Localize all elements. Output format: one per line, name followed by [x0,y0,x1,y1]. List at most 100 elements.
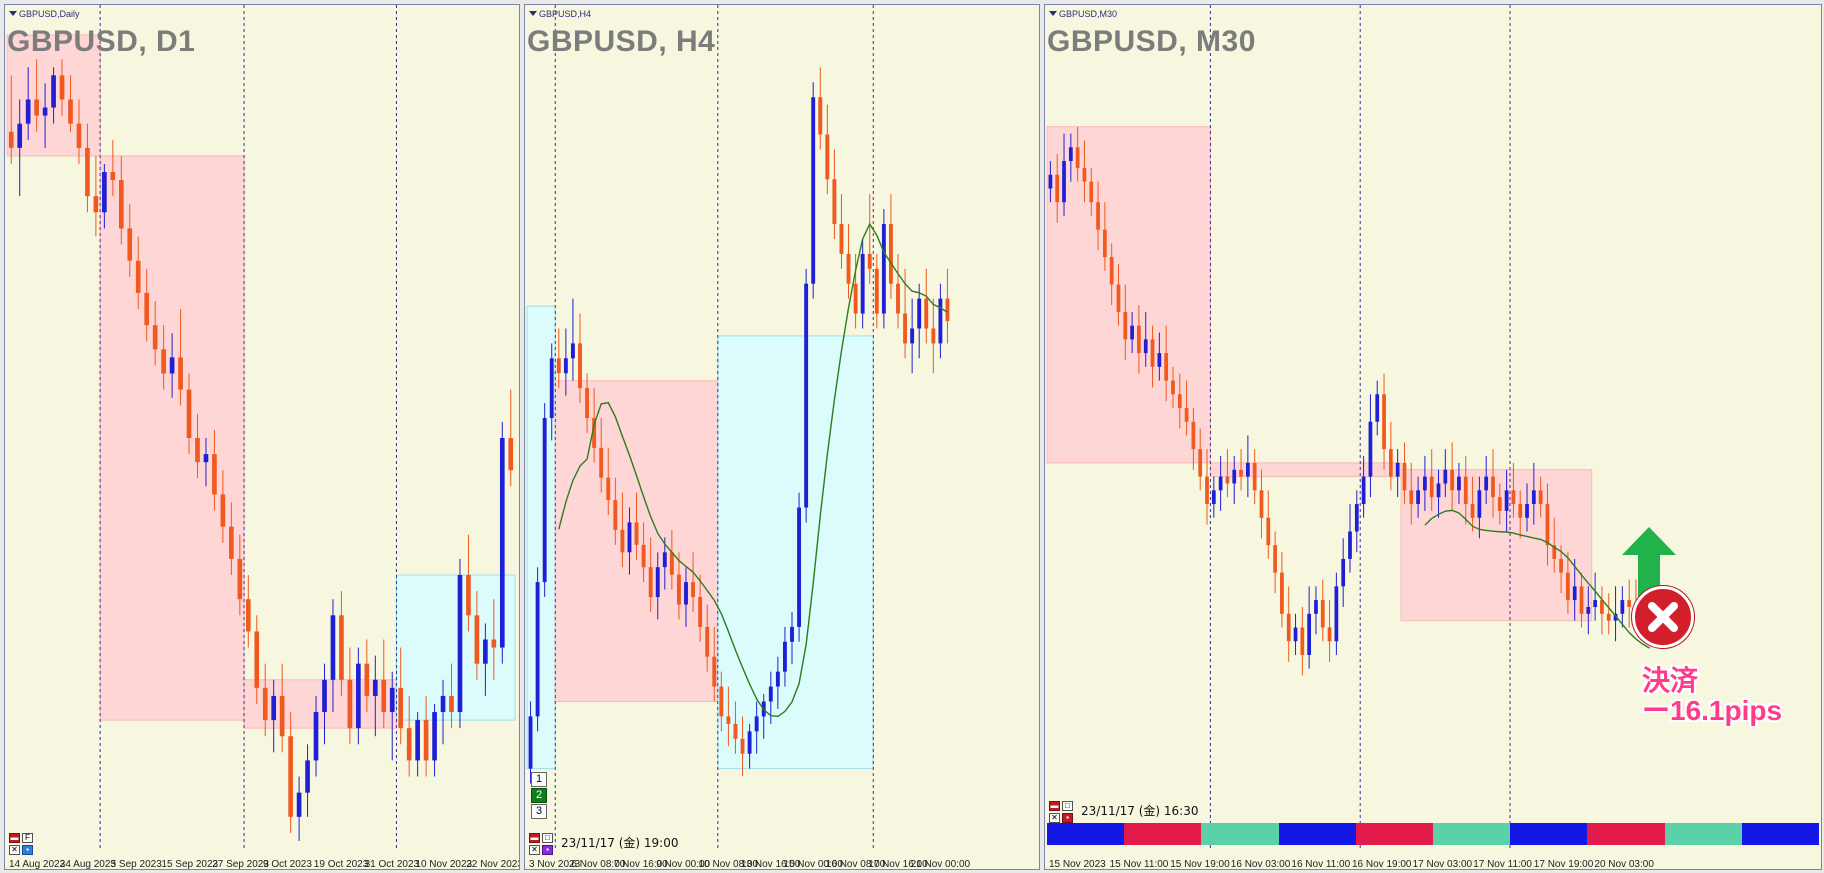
candle-bear [1171,380,1175,395]
chart-menu-arrow-icon[interactable] [9,11,17,16]
close-position-x-icon [1632,586,1694,648]
candle-bear [1545,504,1550,546]
cursor-timestamp: 23/11/17 (金) 19:00 [561,836,679,850]
x-axis-label: 10 Nov 08:00 [699,859,759,870]
session-block [1510,823,1588,845]
x-axis-label: 13 Nov 16:00 [741,859,801,870]
candle-bull [655,567,660,598]
candle-bull [102,172,107,213]
candle-bear [945,298,950,322]
candle-bull [662,552,667,568]
x-axis-label: 31 Oct 2023 [365,859,420,870]
buy-arrow-icon [1622,527,1676,597]
candle-bear [1116,284,1121,312]
candle-bear [924,298,929,329]
minimize-icon[interactable]: ▬ [9,833,20,843]
candle-bear [818,97,823,135]
chart-panel-daily[interactable]: 14 Aug 2023 24 Aug 2023 5 Sep 2023 15 Sep 2… [4,4,520,870]
candle-bear [1606,613,1611,621]
settlement-pips: ー16.1pips [1642,695,1783,726]
chart-symbol-label: GBPUSD,M30 [1059,9,1118,19]
close-chart-icon[interactable]: ✕ [9,845,20,855]
close-chart-icon[interactable]: ✕ [1049,813,1060,823]
candle-bear [1266,517,1271,546]
chart-menu-arrow-icon[interactable] [529,11,537,16]
candle-bear [491,639,497,648]
candle-bull [1572,586,1577,601]
settings-icon[interactable]: ▪ [22,845,33,855]
candle-bear [578,343,582,389]
maximize-icon[interactable]: □ [542,833,553,843]
close-chart-icon[interactable]: ✕ [529,845,540,855]
candle-bull [1218,476,1223,491]
candle-bull [1361,476,1366,505]
zone-rect-pink [1209,462,1402,478]
candle-bear [161,349,166,374]
candle-bull [1484,476,1489,491]
candle-bear [676,574,681,605]
chart-panel-h4[interactable]: 3 Nov 2023 6 Nov 08:00 7 Nov 16:00 9 Nov 00… [524,4,1040,870]
candle-bear [220,494,226,527]
candle-bear [1252,462,1257,491]
x-axis-label: 24 Aug 2023 [60,859,117,870]
candle-bull [1457,476,1461,491]
session-block [1201,823,1279,845]
candle-bear [1280,572,1284,614]
timeframe-button-3[interactable]: 3 [531,804,547,819]
candle-bear [34,99,39,116]
candle-bear [1600,600,1604,614]
candle-bear [592,418,597,448]
candle-bear [1137,325,1141,354]
candle-bull [51,75,56,108]
candle-bull [203,454,209,463]
candle-bear [449,695,454,713]
candle-bull [1395,462,1400,477]
candle-bull [938,298,943,344]
candle-bull [440,695,446,713]
candle-bull [389,687,395,713]
candle-bear [740,738,745,754]
candle-bear [1177,394,1182,408]
candle-bull [1143,339,1148,354]
candle-bear [237,558,243,600]
candle-bull [775,671,780,687]
timeframe-button-1[interactable]: 1 [531,772,547,787]
candle-bear [705,626,710,657]
candle-bear [110,172,116,181]
price-chart-m30[interactable]: 15 Nov 2023 15 Nov 11:00 15 Nov 19:00 16 No… [1045,5,1822,870]
candle-bull [1048,174,1053,189]
candle-bull [1504,490,1509,511]
candle-bear [1109,257,1114,285]
minimize-icon[interactable]: ▬ [529,833,540,843]
candle-bear [1409,490,1414,505]
candle-bear [726,716,731,724]
candle-bear [1082,167,1087,182]
zone-rect-pink [99,155,245,721]
candle-bear [339,615,344,680]
candle-bear [8,131,14,148]
f-icon[interactable]: F [22,833,33,843]
x-axis-label: 17 Nov 11:00 [1473,859,1532,870]
candle-bull [754,716,759,732]
candle-bear [364,663,370,696]
settings-icon[interactable]: ▪ [542,845,553,855]
candle-bear [832,179,837,225]
candle-bear [556,358,561,374]
candle-bear [1559,558,1563,573]
candle-bull [1307,613,1312,655]
candle-bear [846,253,851,284]
candle-bull [768,686,773,702]
maximize-icon[interactable]: □ [1062,801,1073,811]
candle-bear [585,388,590,418]
settings-icon[interactable]: ▪ [1062,813,1073,823]
minimize-icon[interactable]: ▬ [1049,801,1060,811]
chart-menu-arrow-icon[interactable] [1049,11,1057,16]
timeframe-button-2[interactable]: 2 [531,788,547,803]
candle-bull [169,357,175,374]
chart-panel-m30[interactable]: 15 Nov 2023 15 Nov 11:00 15 Nov 19:00 16 No… [1044,4,1822,870]
candle-bear [347,679,353,729]
candle-bear [712,656,717,687]
candle-bear [867,253,872,269]
